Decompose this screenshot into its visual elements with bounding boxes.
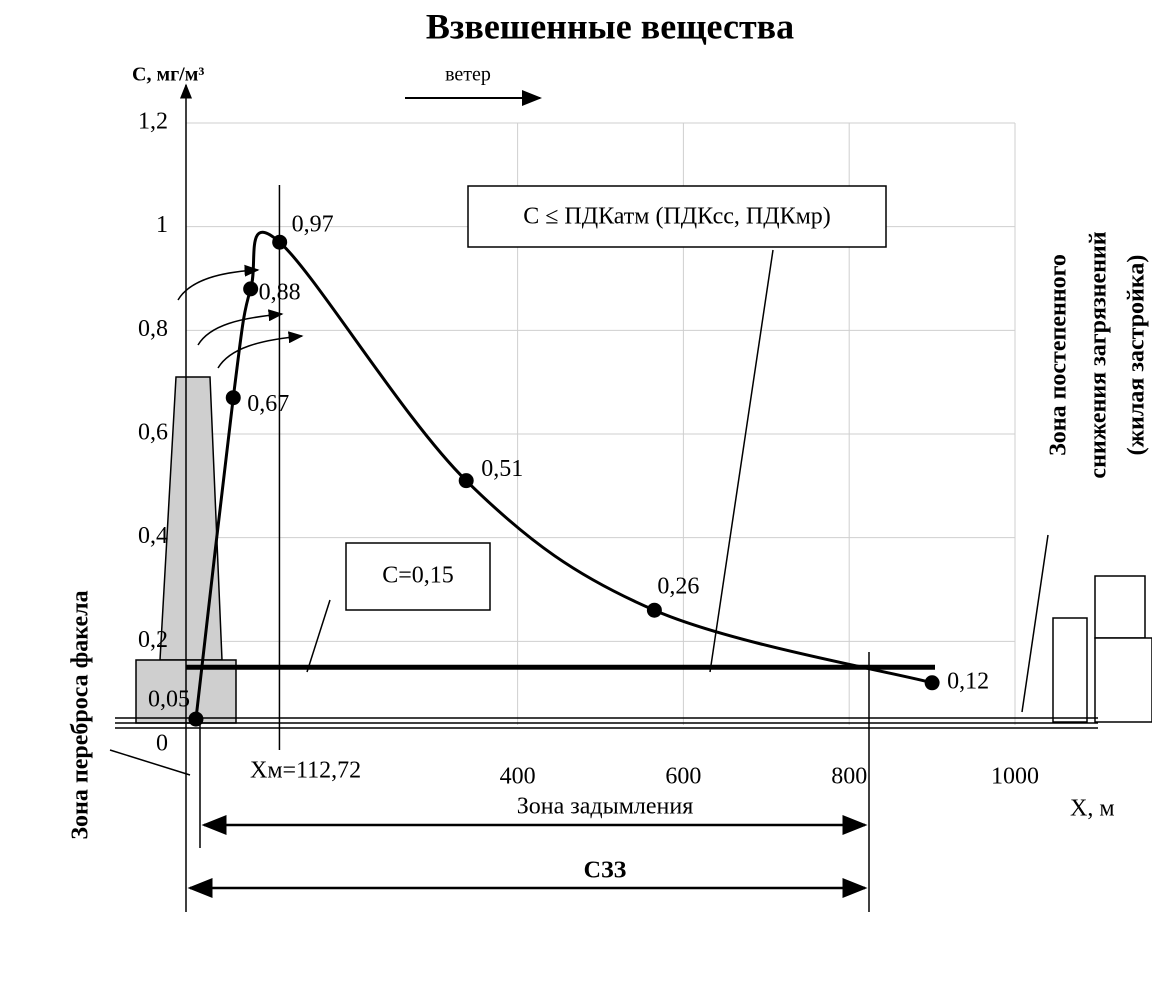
x-tick-label: 600	[665, 764, 701, 790]
data-label: 0,05	[148, 687, 190, 713]
y-tick-label: 0,8	[138, 316, 168, 342]
data-point	[646, 602, 662, 618]
series-line	[194, 230, 933, 720]
x-tick-label: 400	[500, 764, 536, 790]
reduction-zone-label: снижения загрязнений	[1086, 231, 1112, 478]
chart-title: Взвешенные вещества	[426, 6, 794, 46]
data-point	[458, 473, 474, 489]
data-point	[272, 234, 288, 250]
limit-label: C ≤ ПДКатм (ПДКсс, ПДКмр)	[523, 204, 831, 230]
xm-label: Xм=112,72	[250, 758, 361, 784]
plume-arrow	[177, 264, 260, 301]
y-axis-label: C, мг/м³	[132, 64, 204, 86]
threshold-box	[345, 542, 491, 611]
data-label: 0,67	[247, 391, 289, 417]
transfer-zone-label: Зона переброса факела	[68, 590, 94, 839]
data-point	[924, 675, 940, 691]
plume-arrow	[217, 331, 304, 369]
y-tick-label: 0,6	[138, 420, 168, 446]
data-point	[225, 390, 241, 406]
data-label: 0,88	[259, 279, 301, 305]
data-label: 0,26	[657, 574, 699, 600]
x-tick-label: 1000	[991, 764, 1039, 790]
reduction-zone-label: Зона постепенного	[1046, 254, 1072, 456]
building	[1052, 617, 1088, 723]
smoke-zone-label: Зона задымления	[517, 794, 694, 820]
data-point	[243, 281, 259, 297]
leader-line	[709, 249, 774, 673]
plume-arrow	[197, 309, 284, 346]
y-tick-label: 1	[156, 212, 168, 238]
data-label: 0,51	[481, 456, 523, 482]
reduction-zone-label: (жилая застройка)	[1124, 255, 1150, 456]
data-label: 0,97	[292, 212, 334, 238]
szz-label: СЗЗ	[584, 858, 627, 884]
x-tick-label: 800	[831, 764, 867, 790]
y-tick-label: 0	[156, 731, 168, 757]
limit-box	[467, 185, 887, 248]
data-label: 0,12	[947, 668, 989, 694]
building	[1094, 637, 1152, 723]
leader-line	[1021, 534, 1049, 713]
y-tick-label: 0,2	[138, 627, 168, 653]
y-tick-label: 0,4	[138, 523, 168, 549]
leader-line	[109, 749, 191, 776]
wind-label: ветер	[445, 64, 491, 86]
building	[1094, 575, 1146, 639]
y-tick-label: 1,2	[138, 109, 168, 135]
leader-line	[306, 599, 331, 673]
x-axis-label: X, м	[1070, 796, 1115, 822]
data-point	[188, 711, 204, 727]
threshold-label: C=0,15	[382, 563, 454, 589]
